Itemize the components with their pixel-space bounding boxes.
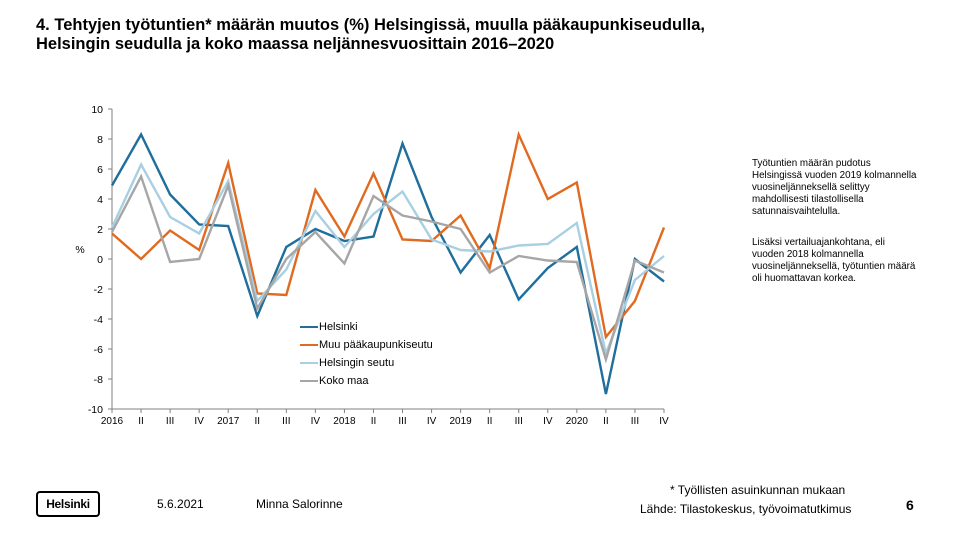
legend-label: Helsinki — [319, 321, 358, 333]
series-line-4 — [110, 173, 665, 364]
legend-label: Koko maa — [319, 375, 369, 387]
y-tick-label: 0 — [97, 254, 103, 266]
x-tick-label: II — [487, 416, 493, 427]
legend-item-1: Helsinki — [300, 318, 433, 336]
x-tick-label: III — [515, 416, 523, 427]
legend-label: Helsingin seutu — [319, 357, 395, 369]
x-tick-label: III — [398, 416, 406, 427]
y-tick-label: -10 — [88, 404, 103, 416]
legend-item-3: Helsingin seutu — [300, 354, 433, 372]
x-tick-label: IV — [427, 416, 437, 427]
y-tick-label: -2 — [94, 284, 103, 296]
legend-swatch — [300, 380, 318, 382]
x-tick-label: II — [603, 416, 609, 427]
y-tick-label: 2 — [97, 224, 103, 236]
y-tick-label: -4 — [94, 314, 103, 326]
legend-label: Muu pääkaupunkiseutu — [319, 339, 433, 351]
legend-item-4: Koko maa — [300, 372, 433, 390]
legend-swatch — [300, 326, 318, 328]
title-line-2: Helsingin seudulla ja koko maassa neljän… — [36, 35, 555, 53]
x-tick-label: III — [631, 416, 639, 427]
page-number: 6 — [906, 497, 914, 513]
y-tick-label: -6 — [94, 344, 103, 356]
y-axis-label: % — [75, 244, 84, 256]
x-tick-label: IV — [659, 416, 669, 427]
helsinki-logo: Helsinki — [36, 491, 100, 517]
x-tick-label: 2018 — [333, 416, 356, 427]
y-tick-label: 10 — [91, 104, 103, 116]
series-line-2 — [111, 130, 666, 340]
y-tick-label: 6 — [97, 164, 103, 176]
legend-item-2: Muu pääkaupunkiseutu — [300, 336, 433, 354]
chart-legend: Helsinki Muu pääkaupunkiseutu Helsingin se… — [300, 318, 433, 390]
series-line-3 — [110, 161, 665, 358]
y-tick-label: -8 — [94, 374, 103, 386]
x-tick-label: IV — [543, 416, 553, 427]
x-tick-label: II — [138, 416, 144, 427]
page-title: 4. Tehtyjen työtuntien* määrän muutos (%… — [36, 16, 936, 54]
y-tick-label: 4 — [97, 194, 103, 206]
x-tick-label: 2020 — [566, 416, 589, 427]
x-tick-label: 2017 — [217, 416, 240, 427]
x-tick-label: IV — [311, 416, 321, 427]
footer-author: Minna Salorinne — [256, 497, 343, 511]
x-tick-label: 2019 — [450, 416, 473, 427]
legend-swatch — [300, 344, 318, 346]
x-tick-label: IV — [194, 416, 204, 427]
legend-swatch — [300, 362, 318, 364]
y-tick-label: 8 — [97, 134, 103, 146]
x-tick-label: 2016 — [101, 416, 124, 427]
x-tick-label: II — [371, 416, 377, 427]
annotation-note-2: Lisäksi vertailuajankohtana, eli vuoden … — [752, 237, 916, 284]
annotation-note-1: Työtuntien määrän pudotus Helsingissä vu… — [752, 158, 917, 217]
footnote: * Työllisten asuinkunnan mukaan — [670, 483, 846, 497]
x-tick-label: II — [254, 416, 260, 427]
x-tick-label: III — [282, 416, 290, 427]
title-line-1: 4. Tehtyjen työtuntien* määrän muutos (%… — [36, 16, 705, 34]
source-note: Lähde: Tilastokeskus, työvoimatutkimus — [640, 502, 852, 516]
x-tick-label: III — [166, 416, 174, 427]
footer-date: 5.6.2021 — [157, 497, 204, 511]
